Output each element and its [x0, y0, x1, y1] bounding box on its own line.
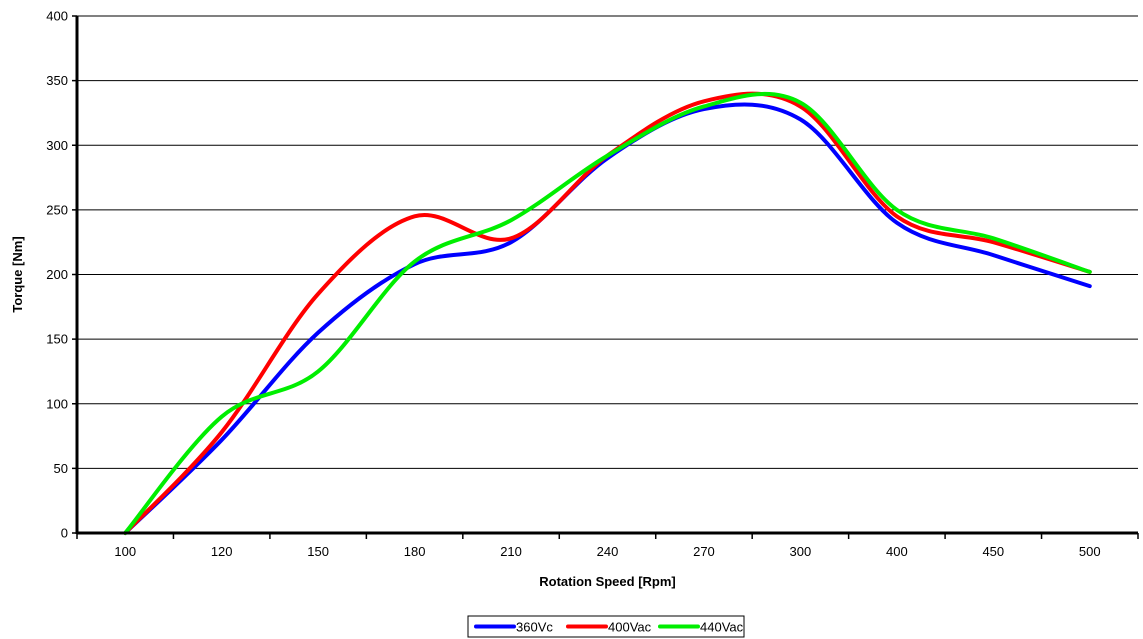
- y-tick-label-1: 50: [54, 461, 68, 476]
- x-tick-label-2: 150: [307, 544, 329, 559]
- x-tick-label-7: 300: [790, 544, 812, 559]
- legend-label-0: 360Vc: [516, 620, 553, 635]
- y-axis-ticks: 0 50 100 150 200 250 300 350 400: [46, 9, 77, 541]
- x-tick-label-9: 450: [982, 544, 1004, 559]
- series-line-2: [123, 91, 1092, 535]
- y-axis-title: Torque [Nm]: [10, 236, 25, 312]
- gridlines: [77, 15, 1138, 469]
- y-tick-label-8: 400: [46, 9, 68, 24]
- x-axis-title: Rotation Speed [Rpm]: [539, 574, 676, 589]
- y-tick-label-7: 350: [46, 73, 68, 88]
- y-tick-label-2: 100: [46, 396, 68, 411]
- x-tick-label-4: 210: [500, 544, 522, 559]
- x-tick-label-1: 120: [211, 544, 233, 559]
- series-line-0: [123, 102, 1092, 535]
- x-tick-label-10: 500: [1079, 544, 1101, 559]
- y-tick-label-0: 0: [61, 526, 68, 541]
- y-tick-label-3: 150: [46, 332, 68, 347]
- x-tick-label-6: 270: [693, 544, 715, 559]
- x-tick-label-8: 400: [886, 544, 908, 559]
- series-lines: [123, 91, 1092, 535]
- x-axis-ticks: 100 120 150 180 210 240 270 300 400 450 500: [76, 533, 1139, 559]
- y-tick-label-4: 200: [46, 267, 68, 282]
- legend: 360Vc 400Vac 440Vac: [467, 615, 745, 638]
- y-tick-label-5: 250: [46, 202, 68, 217]
- legend-label-2: 440Vac: [700, 620, 744, 635]
- legend-label-1: 400Vac: [608, 620, 652, 635]
- x-tick-label-3: 180: [404, 544, 426, 559]
- y-tick-label-6: 300: [46, 138, 68, 153]
- x-tick-label-5: 240: [597, 544, 619, 559]
- x-tick-label-0: 100: [114, 544, 136, 559]
